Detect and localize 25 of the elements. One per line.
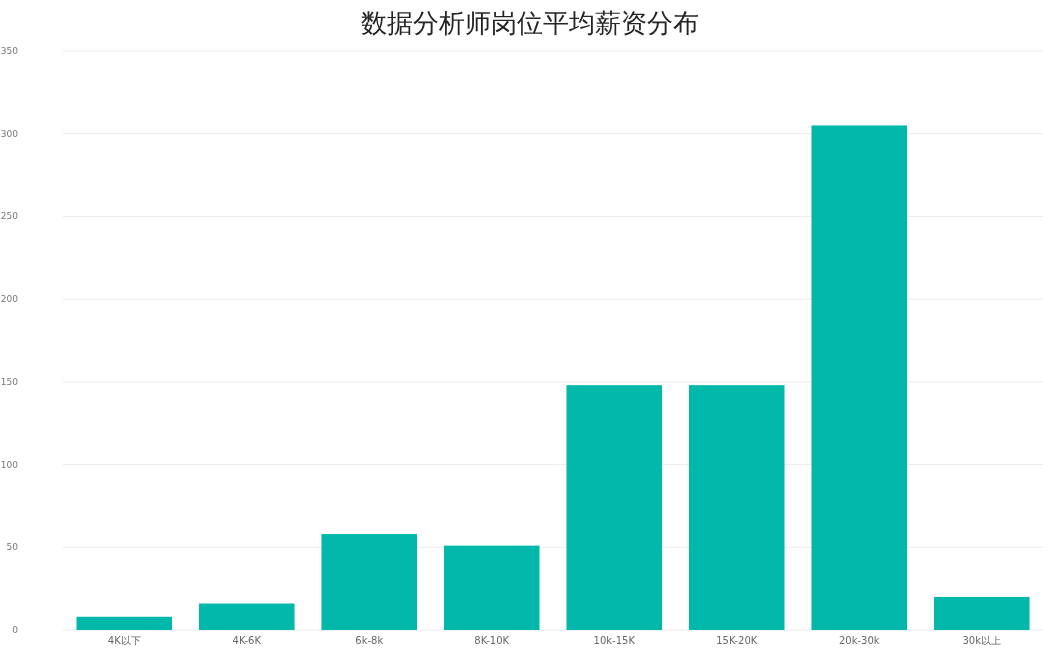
- x-tick-label: 8K-10K: [474, 635, 510, 646]
- bar: [321, 534, 418, 630]
- y-tick-label: 150: [0, 376, 19, 387]
- y-tick-label: 50: [6, 542, 19, 553]
- x-tick-label: 6k-8k: [355, 635, 384, 646]
- y-tick-label: 300: [0, 128, 19, 139]
- x-tick-label: 10k-15K: [593, 635, 636, 646]
- y-tick-label: 0: [12, 625, 19, 635]
- y-tick-label: 350: [0, 46, 19, 56]
- x-tick-label: 20k-30k: [838, 635, 880, 646]
- x-tick-label: 30k以上: [962, 635, 1002, 646]
- bar: [76, 616, 173, 630]
- y-tick-label: 100: [0, 459, 19, 470]
- bar: [933, 596, 1030, 630]
- x-tick-label: 4K以下: [107, 635, 141, 646]
- y-tick-label: 250: [0, 211, 19, 222]
- chart-title: 数据分析师岗位平均薪资分布: [361, 8, 699, 38]
- x-tick-label: 15K-20K: [716, 635, 758, 646]
- x-tick-label: 4K-6K: [232, 635, 262, 646]
- bar: [198, 603, 295, 630]
- bar: [443, 545, 540, 630]
- y-tick-label: 200: [0, 294, 19, 305]
- bar: [688, 385, 785, 630]
- bar: [811, 125, 908, 630]
- bar: [566, 385, 663, 630]
